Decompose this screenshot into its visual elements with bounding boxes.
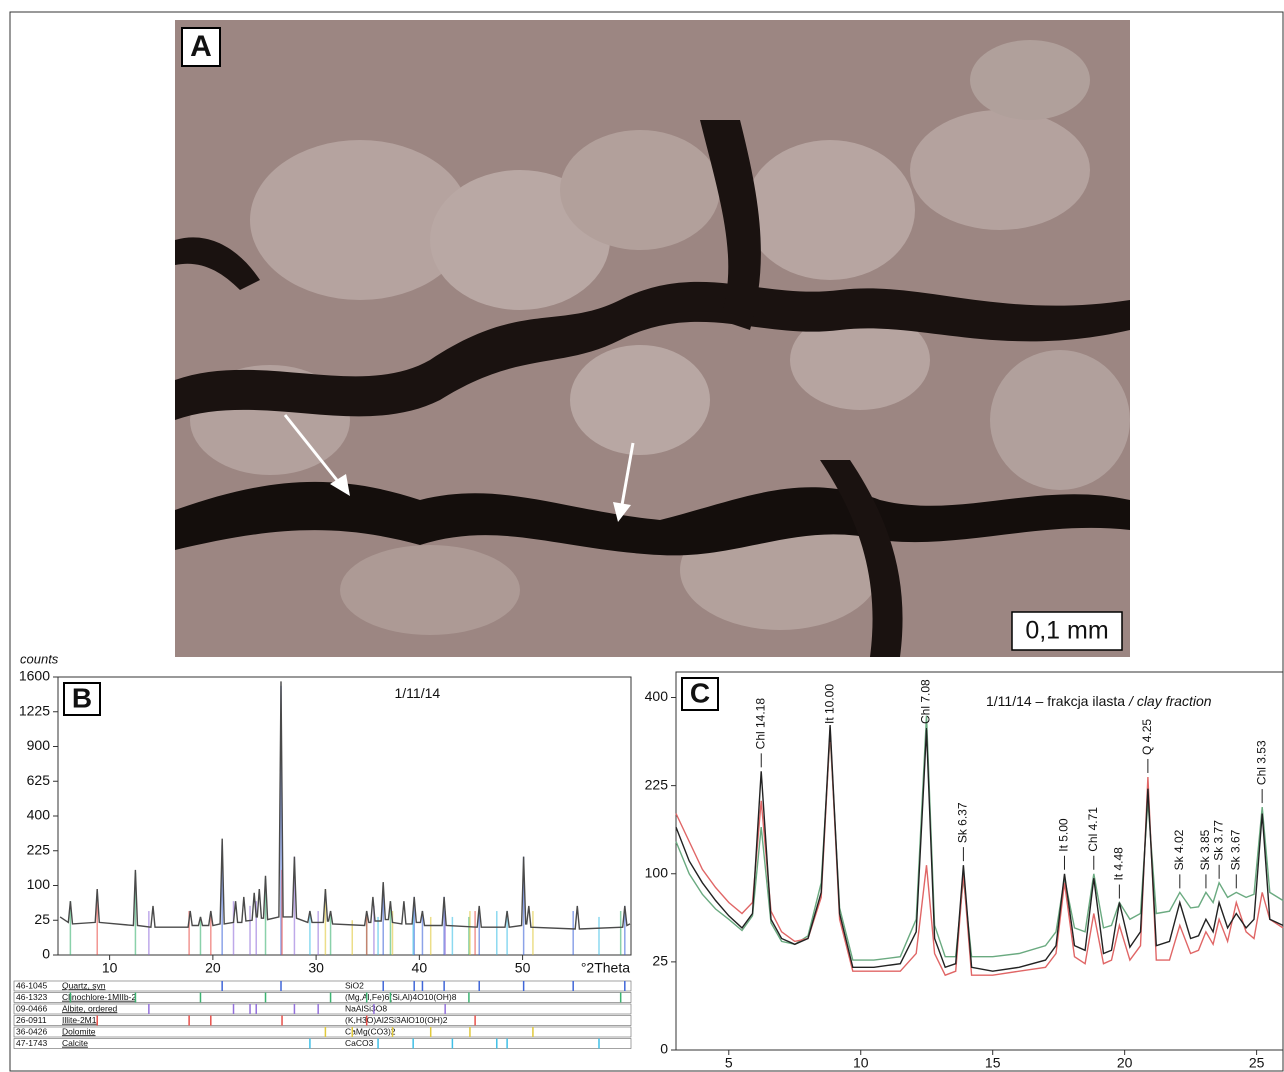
peak-label: Chl 3.53 xyxy=(1254,740,1268,785)
peak-label: Chl 14.18 xyxy=(753,698,767,750)
phase-formula: CaCO3 xyxy=(345,1038,374,1048)
grain xyxy=(340,545,520,635)
y-tick-label: 25 xyxy=(34,911,50,927)
chart-title: 1/11/14 xyxy=(395,685,441,701)
phase-code: 46-1045 xyxy=(16,980,47,990)
phase-code: 47-1743 xyxy=(16,1038,47,1048)
x-tick-label: 50 xyxy=(515,960,531,976)
panel-label: C xyxy=(690,677,710,708)
photomicrograph: A 0,1 mm xyxy=(175,20,1130,657)
peak-label: Chl 4.71 xyxy=(1086,807,1100,852)
title-english: / clay fraction xyxy=(1128,693,1212,709)
phase-formula: NaAlSi3O8 xyxy=(345,1003,387,1013)
phase-name: Quartz, syn xyxy=(62,980,106,990)
x-tick-label: 5 xyxy=(725,1055,733,1071)
x-tick-label: 10 xyxy=(853,1055,869,1071)
chart-title: 1/11/14 – frakcja ilasta/ clay fraction xyxy=(986,693,1212,709)
peak-label: Sk 3.77 xyxy=(1211,820,1225,861)
title-main: 1/11/14 – frakcja ilasta xyxy=(986,693,1125,709)
y-tick-label: 1225 xyxy=(19,702,50,718)
y-tick-label: 0 xyxy=(42,946,50,962)
scale-bar-label: 0,1 mm xyxy=(1025,617,1108,645)
phase-name: Albite, ordered xyxy=(62,1003,118,1013)
peak-label: Sk 3.85 xyxy=(1198,829,1212,870)
phase-name: Illite-2M1 xyxy=(62,1015,97,1025)
x-tick-label: 20 xyxy=(205,960,221,976)
y-tick-label: 100 xyxy=(27,876,51,892)
y-tick-label: 225 xyxy=(645,776,669,792)
y-tick-label: 0 xyxy=(660,1041,668,1057)
peak-label: Q 4.25 xyxy=(1140,719,1154,755)
phase-code: 26-0911 xyxy=(16,1015,47,1025)
x-tick-label: 40 xyxy=(412,960,428,976)
phase-name: Calcite xyxy=(62,1038,88,1048)
grain xyxy=(560,130,720,250)
peak-label: It 5.00 xyxy=(1057,818,1071,852)
phase-formula: (K,H3O)Al2Si3AlO10(OH)2 xyxy=(345,1015,448,1025)
x-tick-label: 30 xyxy=(308,960,324,976)
y-axis-label: counts xyxy=(20,651,59,666)
peak-label: Sk 6.37 xyxy=(956,802,970,843)
phase-row xyxy=(14,1027,631,1037)
peak-label: It 4.48 xyxy=(1112,847,1126,881)
peak-label: Chl 7.08 xyxy=(919,679,933,724)
x-tick-label: 10 xyxy=(102,960,118,976)
phase-name: Clinochlore-1MIIb-2 xyxy=(62,992,136,1002)
x-tick-label: 15 xyxy=(985,1055,1001,1071)
title-main: 1/11/14 xyxy=(395,685,441,701)
phase-row xyxy=(14,1016,631,1026)
x-tick-label: 20 xyxy=(1117,1055,1133,1071)
y-tick-label: 400 xyxy=(27,807,51,823)
phase-code: 09-0466 xyxy=(16,1003,47,1013)
y-tick-label: 1600 xyxy=(19,668,50,684)
grain xyxy=(970,40,1090,120)
phase-row xyxy=(14,981,631,991)
phase-name: Dolomite xyxy=(62,1026,96,1036)
panel-label: A xyxy=(190,30,212,63)
phase-row xyxy=(14,1039,631,1049)
plot-frame xyxy=(58,677,631,955)
y-tick-label: 400 xyxy=(645,688,669,704)
grain xyxy=(990,350,1130,490)
page: {"photo": {"label": "A", "scale_bar": "0… xyxy=(0,0,1284,1072)
peak-label: Sk 4.02 xyxy=(1172,829,1186,870)
y-tick-label: 100 xyxy=(645,864,669,880)
phase-code: 46-1323 xyxy=(16,992,47,1002)
y-tick-label: 625 xyxy=(27,772,51,788)
peak-label: It 10.00 xyxy=(822,684,836,724)
x-tick-label: 25 xyxy=(1249,1055,1265,1071)
y-tick-label: 900 xyxy=(27,737,51,753)
y-tick-label: 225 xyxy=(27,841,51,857)
figure: A 0,1 mm 0251002254006259001225160010203… xyxy=(0,0,1284,1072)
phase-formula: (Mg,Al,Fe)6(Si,Al)4O10(OH)8 xyxy=(345,992,457,1002)
grain xyxy=(745,140,915,280)
grain xyxy=(910,110,1090,230)
phase-code: 36-0426 xyxy=(16,1026,47,1036)
grain xyxy=(570,345,710,455)
x-axis-label: °2Theta xyxy=(581,960,630,976)
peak-label: Sk 3.67 xyxy=(1228,829,1242,870)
panel-label: B xyxy=(72,682,92,713)
phase-formula: SiO2 xyxy=(345,980,364,990)
y-tick-label: 25 xyxy=(652,953,668,969)
